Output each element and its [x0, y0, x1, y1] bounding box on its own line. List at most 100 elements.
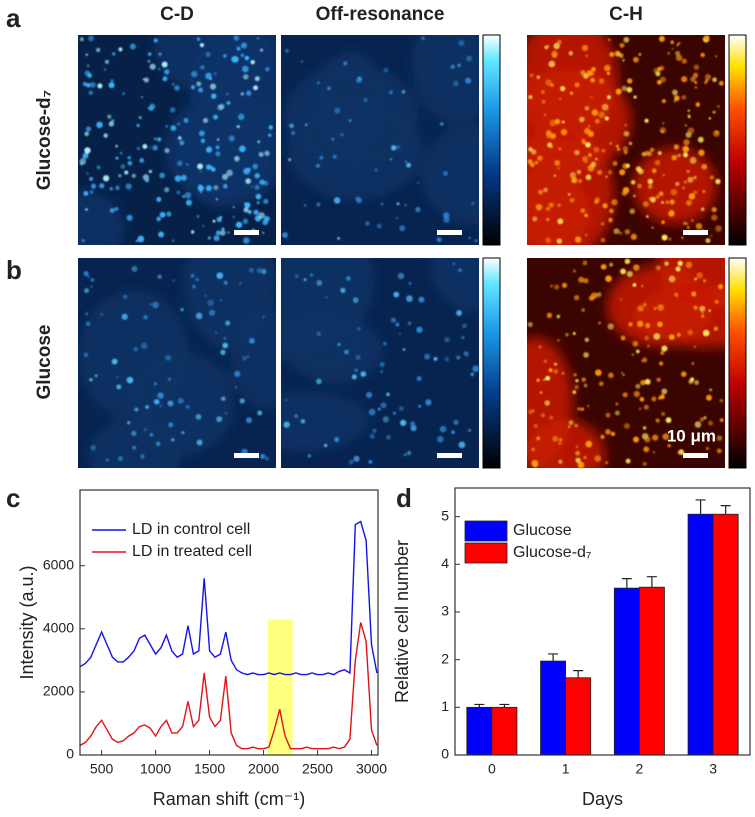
droplet [600, 222, 605, 226]
droplet [356, 76, 363, 83]
droplet [590, 71, 595, 76]
droplet [174, 85, 180, 91]
droplet [114, 207, 119, 211]
droplet [657, 304, 665, 311]
droplet [687, 127, 695, 135]
droplet [84, 147, 91, 154]
droplet [691, 362, 695, 365]
droplet [569, 91, 574, 95]
droplet [575, 378, 579, 383]
droplet [217, 104, 224, 111]
droplet [262, 231, 265, 234]
droplet [226, 93, 229, 96]
droplet [553, 362, 558, 366]
droplet [147, 59, 151, 63]
droplet [694, 277, 697, 281]
droplet [317, 81, 320, 84]
droplet [623, 130, 630, 137]
droplet [262, 219, 269, 226]
droplet [165, 354, 172, 361]
droplet [181, 431, 185, 435]
droplet [561, 282, 568, 288]
droplet [594, 455, 602, 462]
droplet [545, 79, 552, 86]
scale-bar [234, 453, 259, 458]
droplet [623, 423, 630, 430]
droplet [698, 149, 705, 156]
cell [88, 418, 182, 468]
y-axis-label: Relative cell number [392, 540, 412, 703]
bar [613, 587, 640, 756]
droplet [458, 441, 466, 449]
droplet [609, 208, 614, 214]
droplet [240, 53, 245, 58]
droplet [619, 42, 625, 48]
highlight-band [267, 619, 293, 755]
droplet [701, 314, 705, 318]
droplet [205, 185, 212, 192]
droplet [552, 436, 559, 442]
droplet [580, 407, 585, 411]
droplet [614, 410, 620, 416]
droplet [578, 276, 585, 283]
droplet [451, 430, 455, 435]
droplet [289, 123, 294, 129]
droplet [719, 398, 724, 403]
droplet [558, 442, 561, 445]
droplet [213, 114, 218, 120]
droplet [704, 74, 711, 81]
droplet [656, 79, 662, 85]
droplet [140, 454, 145, 459]
droplet [316, 202, 321, 207]
droplet [86, 64, 90, 67]
droplet [224, 411, 228, 415]
droplet [693, 345, 697, 348]
droplet [623, 36, 630, 43]
droplet [607, 72, 610, 75]
droplet [642, 426, 647, 430]
droplet [539, 391, 543, 394]
droplet [632, 340, 639, 347]
droplet [568, 420, 574, 426]
droplet [138, 116, 142, 120]
droplet [333, 197, 341, 204]
droplet [108, 82, 115, 89]
droplet [612, 161, 618, 167]
droplet [390, 158, 393, 161]
column-title: Off-resonance [316, 4, 445, 25]
droplet [687, 115, 691, 119]
droplet [598, 78, 605, 84]
droplet [625, 163, 631, 168]
droplet [661, 234, 668, 241]
droplet [693, 64, 700, 70]
droplet [611, 199, 618, 206]
droplet [553, 42, 560, 50]
droplet [131, 265, 138, 272]
droplet [236, 125, 240, 129]
droplet [316, 378, 322, 385]
droplet [697, 136, 704, 143]
droplet [684, 124, 687, 127]
droplet [443, 212, 450, 219]
droplet [195, 278, 199, 282]
droplet [121, 313, 128, 320]
droplet [82, 152, 89, 159]
droplet [196, 439, 203, 446]
droplet [561, 120, 565, 124]
cell [421, 124, 479, 225]
legend-label: LD in control cell [132, 521, 250, 538]
droplet [149, 63, 156, 70]
droplet [158, 52, 162, 56]
droplet [303, 278, 307, 282]
droplet [675, 54, 683, 62]
droplet [662, 433, 670, 440]
droplet [168, 422, 174, 428]
panel-label: d [396, 483, 412, 513]
legend-label: Glucose [513, 522, 572, 539]
droplet [220, 349, 226, 355]
droplet [607, 323, 614, 330]
droplet [164, 69, 170, 75]
droplet [585, 142, 591, 148]
scale-bar [437, 230, 462, 235]
